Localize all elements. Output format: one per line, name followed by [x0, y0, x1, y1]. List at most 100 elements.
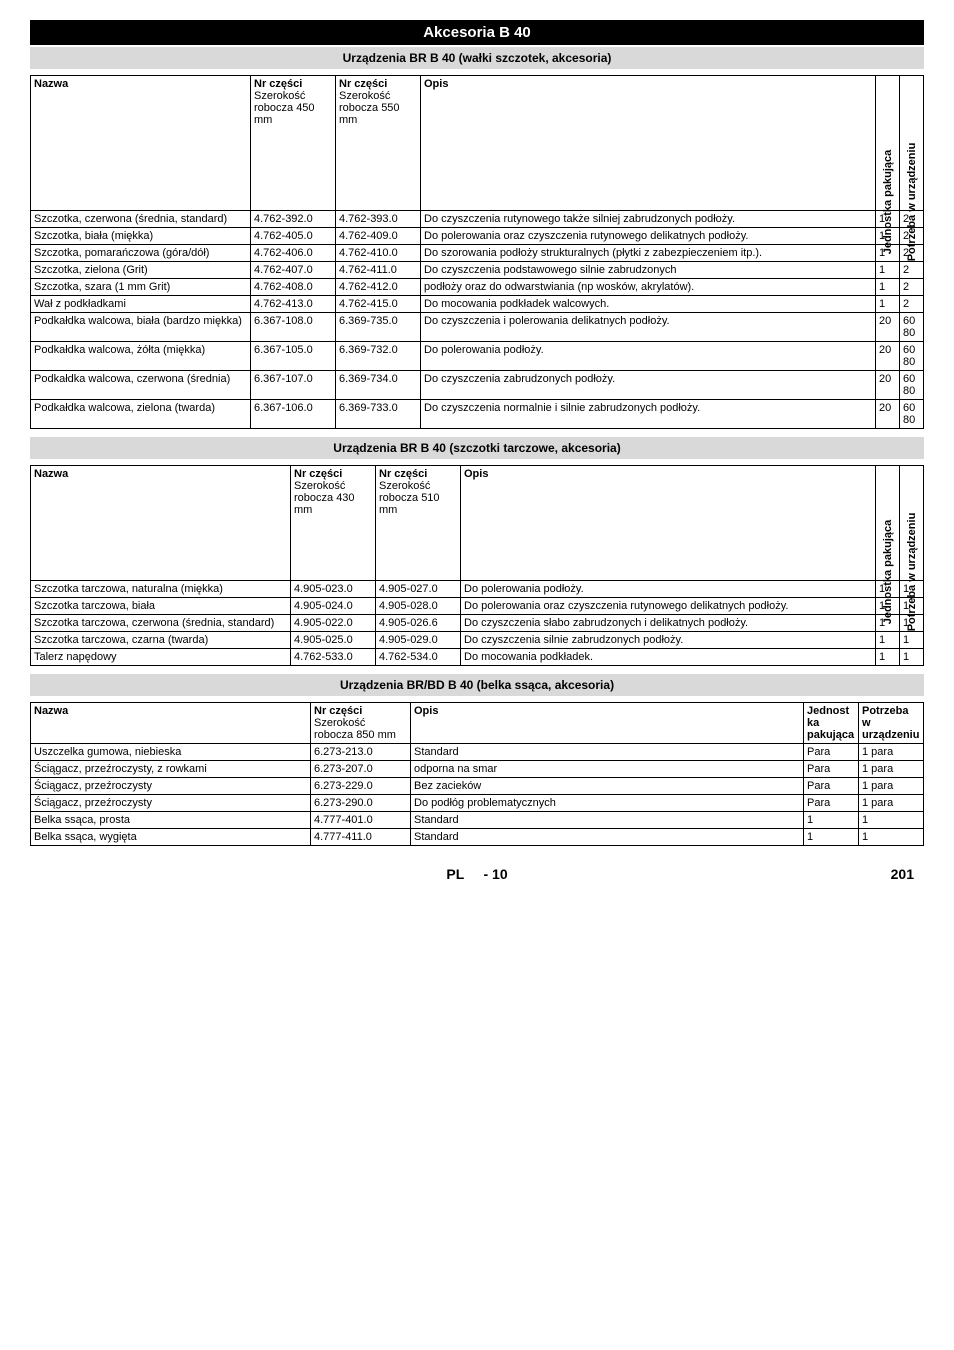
table-cell: Do mocowania podkładek.: [461, 649, 876, 666]
table-cell: 6.369-734.0: [336, 371, 421, 400]
table-cell: 4.762-411.0: [336, 262, 421, 279]
table-row: Szczotka tarczowa, biała4.905-024.04.905…: [31, 598, 924, 615]
table-cell: 1 para: [859, 778, 924, 795]
t2-h-name: Nazwa: [31, 466, 291, 581]
table-cell: Standard: [411, 744, 804, 761]
table-cell: 4.762-409.0: [336, 228, 421, 245]
table-cell: Belka ssąca, wygięta: [31, 829, 311, 846]
section1-title: Urządzenia BR B 40 (wałki szczotek, akce…: [30, 47, 924, 69]
footer-page: 10: [492, 866, 508, 882]
table-cell: Podkałdka walcowa, żółta (miękka): [31, 342, 251, 371]
table-cell: 6.367-107.0: [251, 371, 336, 400]
table-cell: 4.762-406.0: [251, 245, 336, 262]
table-cell: 1: [859, 829, 924, 846]
table-cell: Podkałdka walcowa, biała (bardzo miękka): [31, 313, 251, 342]
table-cell: 20: [876, 342, 900, 371]
table-cell: podłoży oraz do odwarstwiania (np wosków…: [421, 279, 876, 296]
table-cell: 4.777-401.0: [311, 812, 411, 829]
table-cell: 1: [859, 812, 924, 829]
table-2: Nazwa Nr częściSzerokość robocza 430 mm …: [30, 465, 924, 666]
t3-h-pot: Potrzeba w urządzeniu: [859, 703, 924, 744]
table-cell: 60 80: [900, 342, 924, 371]
table-cell: 1: [876, 262, 900, 279]
table-cell: 4.762-393.0: [336, 211, 421, 228]
table-cell: 1: [876, 649, 900, 666]
table-cell: 4.762-534.0: [376, 649, 461, 666]
table-row: Szczotka, biała (miękka)4.762-405.04.762…: [31, 228, 924, 245]
table-cell: Ściągacz, przeźroczysty: [31, 778, 311, 795]
table-cell: Para: [804, 795, 859, 812]
table-cell: Szczotka, zielona (Grit): [31, 262, 251, 279]
table-cell: Podkałdka walcowa, zielona (twarda): [31, 400, 251, 429]
table-cell: 2: [900, 279, 924, 296]
table-row: Uszczelka gumowa, niebieska6.273-213.0St…: [31, 744, 924, 761]
section2-title: Urządzenia BR B 40 (szczotki tarczowe, a…: [30, 437, 924, 459]
table-cell: Para: [804, 744, 859, 761]
table-cell: Szczotka, czerwona (średnia, standard): [31, 211, 251, 228]
table-cell: 1: [876, 279, 900, 296]
table-cell: Szczotka tarczowa, biała: [31, 598, 291, 615]
table-cell: Uszczelka gumowa, niebieska: [31, 744, 311, 761]
table-cell: 4.777-411.0: [311, 829, 411, 846]
table-cell: 4.762-407.0: [251, 262, 336, 279]
table-cell: 4.762-413.0: [251, 296, 336, 313]
table-row: Ściągacz, przeźroczysty6.273-229.0Bez za…: [31, 778, 924, 795]
table-cell: 60 80: [900, 313, 924, 342]
table-cell: 4.762-405.0: [251, 228, 336, 245]
table-cell: Standard: [411, 829, 804, 846]
t2-h-opis: Opis: [461, 466, 876, 581]
table-cell: 1 para: [859, 795, 924, 812]
table-cell: 20: [876, 400, 900, 429]
table-cell: 6.369-735.0: [336, 313, 421, 342]
table-cell: 1: [804, 812, 859, 829]
t3-h-name: Nazwa: [31, 703, 311, 744]
table-cell: 4.762-392.0: [251, 211, 336, 228]
footer-abs: 201: [834, 866, 914, 882]
t1-h-rot2: Potrzeba w urządzeniu: [900, 76, 924, 211]
t2-h-nrB: Nr częściSzerokość robocza 510 mm: [376, 466, 461, 581]
table-cell: Do mocowania podkładek walcowych.: [421, 296, 876, 313]
table-cell: 60 80: [900, 400, 924, 429]
page-footer: PL - 10 201: [30, 866, 924, 882]
table-cell: 4.905-027.0: [376, 581, 461, 598]
t2-h-nrA: Nr częściSzerokość robocza 430 mm: [291, 466, 376, 581]
table-cell: 4.905-025.0: [291, 632, 376, 649]
table-cell: 4.905-026.6: [376, 615, 461, 632]
table-cell: 1: [876, 296, 900, 313]
table-row: Ściągacz, przeźroczysty6.273-290.0Do pod…: [31, 795, 924, 812]
table-cell: odporna na smar: [411, 761, 804, 778]
table-cell: 4.762-410.0: [336, 245, 421, 262]
table-row: Talerz napędowy4.762-533.04.762-534.0Do …: [31, 649, 924, 666]
table-cell: 1: [900, 649, 924, 666]
table-cell: 20: [876, 313, 900, 342]
section3-title: Urządzenia BR/BD B 40 (belka ssąca, akce…: [30, 674, 924, 696]
table-cell: 20: [876, 371, 900, 400]
table-cell: Do czyszczenia zabrudzonych podłoży.: [421, 371, 876, 400]
table-cell: Bez zacieków: [411, 778, 804, 795]
table-cell: 1: [900, 632, 924, 649]
table-cell: 6.369-732.0: [336, 342, 421, 371]
table-cell: 4.905-023.0: [291, 581, 376, 598]
table-row: Podkałdka walcowa, czerwona (średnia)6.3…: [31, 371, 924, 400]
table-cell: 6.367-106.0: [251, 400, 336, 429]
table-cell: 4.762-533.0: [291, 649, 376, 666]
table-cell: Standard: [411, 812, 804, 829]
table-cell: 2: [900, 296, 924, 313]
table-cell: Do czyszczenia słabo zabrudzonych i deli…: [461, 615, 876, 632]
table-cell: 4.762-408.0: [251, 279, 336, 296]
table-cell: 2: [900, 262, 924, 279]
table-cell: Do polerowania oraz czyszczenia rutynowe…: [461, 598, 876, 615]
table-cell: 4.762-412.0: [336, 279, 421, 296]
table-cell: 4.762-415.0: [336, 296, 421, 313]
table-cell: Do czyszczenia normalnie i silnie zabrud…: [421, 400, 876, 429]
table-row: Podkałdka walcowa, biała (bardzo miękka)…: [31, 313, 924, 342]
table-row: Szczotka, pomarańczowa (góra/dół)4.762-4…: [31, 245, 924, 262]
table-1: Nazwa Nr częściSzerokość robocza 450 mm …: [30, 75, 924, 429]
table-cell: Para: [804, 761, 859, 778]
table-cell: Szczotka, biała (miękka): [31, 228, 251, 245]
table-cell: Talerz napędowy: [31, 649, 291, 666]
table-cell: 1: [804, 829, 859, 846]
table-row: Wał z podkładkami4.762-413.04.762-415.0D…: [31, 296, 924, 313]
table-cell: Do szorowania podłoży strukturalnych (pł…: [421, 245, 876, 262]
table-row: Szczotka tarczowa, czarna (twarda)4.905-…: [31, 632, 924, 649]
